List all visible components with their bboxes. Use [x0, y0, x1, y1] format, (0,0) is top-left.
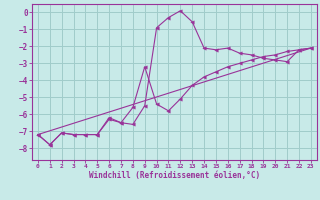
X-axis label: Windchill (Refroidissement éolien,°C): Windchill (Refroidissement éolien,°C) [89, 171, 260, 180]
